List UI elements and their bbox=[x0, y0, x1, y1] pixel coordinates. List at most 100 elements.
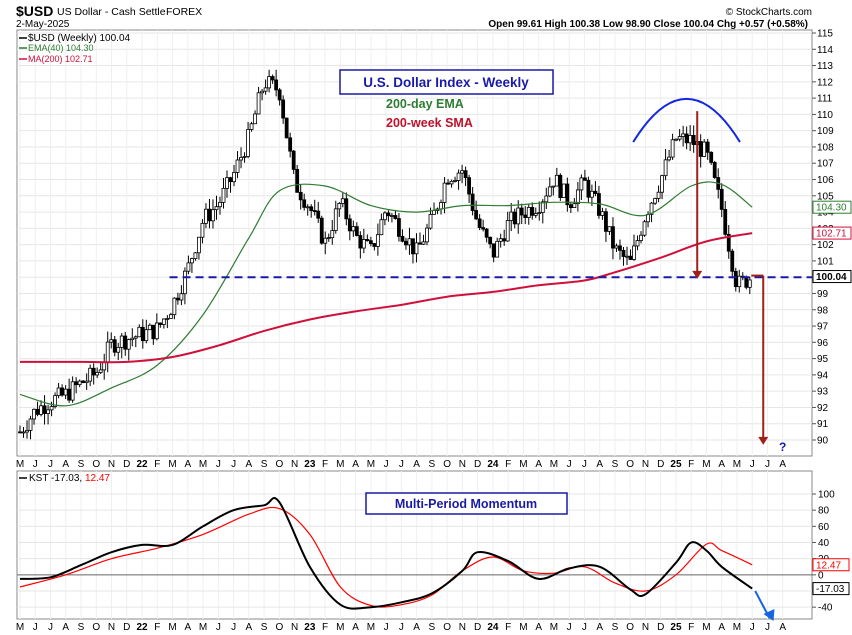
x-tick-label: J bbox=[399, 459, 404, 470]
price-axis-labels: 104.30 102.71 100.04 bbox=[812, 200, 852, 284]
candle-body bbox=[288, 137, 293, 152]
candle-body bbox=[172, 297, 177, 316]
x-tick-label: D bbox=[123, 459, 130, 470]
x-tick-label: A bbox=[413, 459, 420, 470]
x-tick-label: F bbox=[154, 459, 160, 470]
x-tick-label: N bbox=[642, 459, 649, 470]
candle-body bbox=[393, 215, 398, 219]
symbol-title: $USD bbox=[16, 3, 53, 19]
candle-body bbox=[537, 212, 542, 214]
x-tick-label: A bbox=[352, 622, 359, 633]
legend-ema: EMA(40) 104.30 bbox=[28, 43, 94, 53]
x-tick-label: D bbox=[657, 622, 664, 633]
candle-body bbox=[309, 206, 314, 211]
x-tick-label: N bbox=[108, 622, 115, 633]
candle-body bbox=[49, 406, 54, 411]
candle-body bbox=[425, 227, 429, 243]
candle-body bbox=[572, 203, 577, 209]
x-tick-label: A bbox=[62, 622, 69, 633]
price-tick-label: 91 bbox=[817, 419, 829, 430]
candle-body bbox=[232, 172, 236, 183]
x-tick-label: N bbox=[459, 459, 466, 470]
price-tick-label: 106 bbox=[817, 175, 834, 186]
price-tick-label: 97 bbox=[817, 322, 829, 333]
candle-body bbox=[428, 213, 433, 229]
candle-body bbox=[347, 218, 352, 232]
candle-body bbox=[42, 405, 47, 414]
candle-body bbox=[586, 179, 591, 198]
x-tick-label: M bbox=[336, 622, 344, 633]
candle-body bbox=[242, 156, 247, 158]
title-box bbox=[339, 69, 554, 95]
candle-body bbox=[611, 226, 615, 249]
price-axis-label-box bbox=[812, 200, 852, 214]
candle-body bbox=[375, 234, 380, 247]
x-tick-label: M bbox=[702, 459, 710, 470]
candle-body bbox=[439, 202, 443, 210]
chart-date: 2-May-2025 bbox=[16, 19, 70, 30]
x-tick-label: S bbox=[612, 459, 619, 470]
x-tick-label: N bbox=[291, 622, 298, 633]
x-tick-label: M bbox=[733, 622, 741, 633]
x-tick-label: N bbox=[291, 459, 298, 470]
x-tick-label: 22 bbox=[136, 459, 148, 470]
kst-axis-label: -17.03 bbox=[816, 584, 845, 595]
candle-body bbox=[653, 198, 657, 204]
candle-body bbox=[133, 336, 138, 339]
candle-body bbox=[565, 183, 570, 206]
kst-axis-label-box bbox=[812, 582, 850, 596]
candle-body bbox=[660, 175, 664, 193]
target-arrow-head bbox=[758, 436, 769, 445]
x-tick-label: S bbox=[261, 459, 268, 470]
candle-body bbox=[319, 217, 324, 244]
candle-body bbox=[730, 250, 735, 272]
candle-body bbox=[509, 211, 514, 221]
candle-body bbox=[190, 258, 194, 264]
candle-body bbox=[460, 170, 464, 174]
candle-body bbox=[56, 387, 61, 397]
x-tick-label: S bbox=[612, 622, 619, 633]
kst-tick-label: -40 bbox=[818, 603, 833, 614]
x-tick-label: S bbox=[78, 459, 85, 470]
price-tick-label: 111 bbox=[817, 94, 833, 105]
kst-arrow-head bbox=[763, 609, 775, 622]
x-tick-label: J bbox=[582, 459, 587, 470]
candle-body bbox=[390, 215, 394, 217]
x-tick-label: 24 bbox=[487, 459, 499, 470]
candle-body bbox=[526, 207, 531, 218]
candle-body bbox=[446, 182, 450, 185]
candle-body bbox=[533, 213, 538, 216]
candle-body bbox=[186, 262, 191, 272]
x-tick-label: D bbox=[657, 459, 664, 470]
candle-body bbox=[386, 212, 391, 217]
x-tick-label: O bbox=[443, 622, 451, 633]
price-tick-label: 112 bbox=[817, 77, 833, 88]
candle-body bbox=[63, 388, 68, 396]
ma-200-line bbox=[20, 232, 753, 364]
x-tick-label: F bbox=[505, 622, 511, 633]
candle-body bbox=[179, 293, 184, 301]
candle-body bbox=[256, 92, 261, 115]
candle-body bbox=[112, 339, 117, 353]
annotation-question: ? bbox=[779, 440, 786, 454]
x-tick-label: J bbox=[231, 459, 236, 470]
candle-body bbox=[211, 209, 215, 222]
kst-tick-label: 40 bbox=[818, 538, 830, 549]
kst-x-axis: M J J A S O N D 22 F M A M J J A S O N 23 F M A M J J A S O N D 24 F M A M J… bbox=[16, 622, 787, 633]
candle-body bbox=[323, 237, 328, 244]
candle-body bbox=[70, 381, 75, 401]
candle-body bbox=[575, 189, 580, 205]
price-candles bbox=[18, 69, 752, 440]
candle-body bbox=[604, 211, 608, 232]
x-tick-label: 25 bbox=[670, 622, 682, 633]
price-tick-label: 93 bbox=[817, 387, 829, 398]
price-legend: $USD (Weekly) 100.04 EMA(40) 104.30 MA(2… bbox=[19, 33, 131, 64]
price-tick-label: 109 bbox=[817, 126, 834, 137]
x-tick-label: J bbox=[48, 622, 53, 633]
credit: © StockCharts.com bbox=[726, 7, 812, 18]
candle-body bbox=[333, 208, 338, 231]
x-tick-label: D bbox=[123, 622, 130, 633]
kst-signal-line bbox=[19, 506, 753, 608]
candle-body bbox=[495, 240, 500, 258]
